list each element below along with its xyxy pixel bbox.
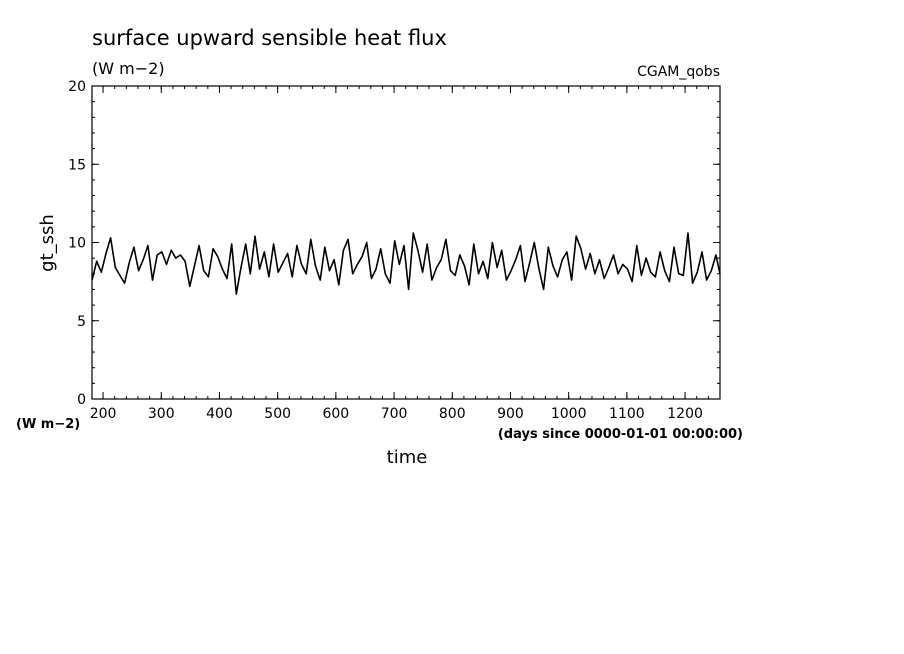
chart-title: surface upward sensible heat flux [92,26,447,50]
x-tick-label: 1200 [667,406,703,422]
x-axis-units: (days since 0000-01-01 00:00:00) [498,427,743,442]
chart-units: (W m−2) [92,59,165,78]
x-tick-label: 1000 [551,406,587,422]
x-tick-label: 400 [206,406,233,422]
x-tick-label: 500 [264,406,291,422]
x-tick-label: 700 [381,406,408,422]
x-tick-label: 200 [90,406,117,422]
y-tick-label: 0 [77,392,86,408]
x-axis-label: time [387,447,428,468]
x-tick-label: 800 [439,406,466,422]
x-tick-label: 600 [322,406,349,422]
axes: 200 300 400 500 600 700 800 900 1000 1100 1200 0 5 10… [68,79,721,422]
y-axis-units: (W m−2) [16,417,80,432]
x-tick-label: 900 [497,406,524,422]
source-label: CGAM_qobs [637,64,720,80]
plot-frame [91,85,721,400]
y-tick-label: 20 [68,79,86,95]
y-tick-label: 5 [77,314,86,330]
x-tick-label: 300 [148,406,175,422]
series-line [91,232,721,295]
y-axis-label: gt_ssh [37,214,58,272]
y-tick-label: 10 [68,236,86,252]
x-tick-label: 1100 [609,406,645,422]
y-tick-label: 15 [68,157,86,173]
